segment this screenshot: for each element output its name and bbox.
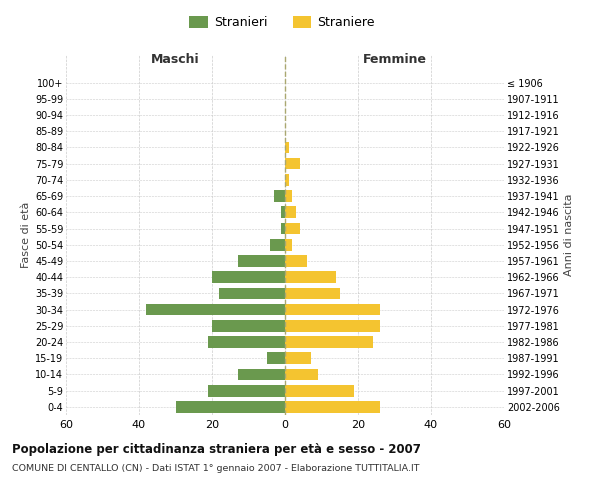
Bar bbox=[281, 206, 285, 218]
Bar bbox=[285, 320, 380, 332]
Text: Femmine: Femmine bbox=[362, 52, 427, 66]
Bar bbox=[285, 255, 307, 267]
Bar bbox=[208, 336, 285, 348]
Bar bbox=[285, 206, 296, 218]
Text: COMUNE DI CENTALLO (CN) - Dati ISTAT 1° gennaio 2007 - Elaborazione TUTTITALIA.I: COMUNE DI CENTALLO (CN) - Dati ISTAT 1° … bbox=[12, 464, 419, 473]
Bar bbox=[176, 401, 285, 412]
Bar bbox=[267, 352, 285, 364]
Bar bbox=[285, 174, 289, 186]
Bar bbox=[285, 222, 299, 234]
Bar bbox=[285, 142, 289, 154]
Bar bbox=[285, 158, 299, 170]
Bar bbox=[146, 304, 285, 316]
Bar bbox=[285, 288, 340, 299]
Bar bbox=[238, 255, 285, 267]
Bar bbox=[285, 385, 355, 396]
Bar bbox=[281, 222, 285, 234]
Bar bbox=[212, 272, 285, 283]
Bar bbox=[274, 190, 285, 202]
Bar bbox=[212, 320, 285, 332]
Bar bbox=[271, 239, 285, 250]
Bar bbox=[238, 368, 285, 380]
Bar bbox=[285, 304, 380, 316]
Y-axis label: Fasce di età: Fasce di età bbox=[20, 202, 31, 268]
Bar bbox=[285, 272, 336, 283]
Bar bbox=[285, 352, 311, 364]
Bar bbox=[285, 401, 380, 412]
Bar bbox=[285, 368, 318, 380]
Text: Popolazione per cittadinanza straniera per età e sesso - 2007: Popolazione per cittadinanza straniera p… bbox=[12, 442, 421, 456]
Legend: Stranieri, Straniere: Stranieri, Straniere bbox=[184, 11, 380, 34]
Text: Maschi: Maschi bbox=[151, 52, 200, 66]
Bar bbox=[285, 239, 292, 250]
Bar bbox=[208, 385, 285, 396]
Bar bbox=[285, 336, 373, 348]
Bar bbox=[220, 288, 285, 299]
Bar bbox=[285, 190, 292, 202]
Y-axis label: Anni di nascita: Anni di nascita bbox=[564, 194, 574, 276]
